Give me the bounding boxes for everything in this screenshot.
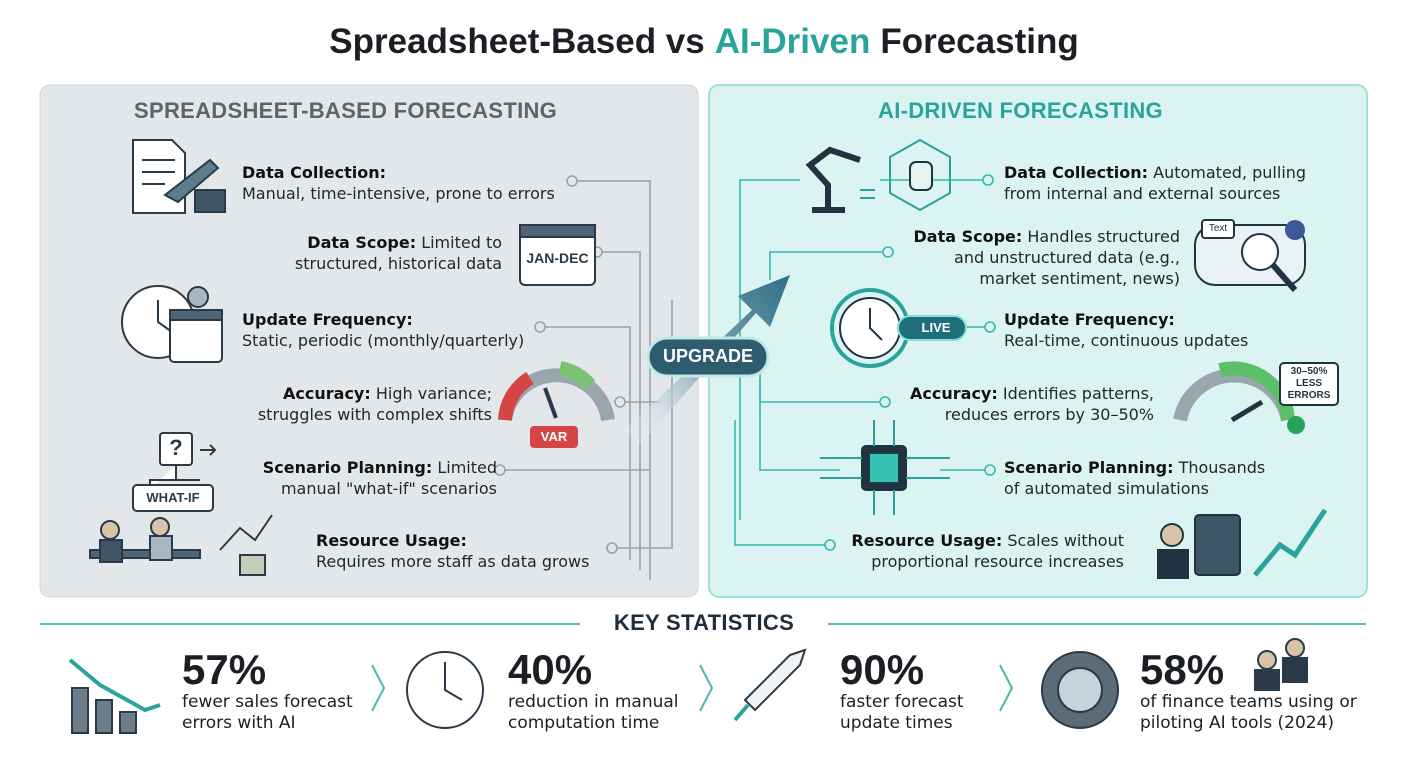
item-label: Update Frequency: <box>242 310 413 329</box>
stat-text: of finance teams using or piloting AI to… <box>1140 692 1357 733</box>
item-label: Data Scope: <box>307 233 417 252</box>
item-label: Data Scope: <box>913 227 1023 246</box>
stat-chevrons <box>371 664 1014 712</box>
stat: 40% reduction in manual computation time <box>508 648 688 734</box>
upgrade-label: UPGRADE <box>662 346 753 366</box>
whatif-label: WHAT-IF <box>146 490 200 505</box>
item-label: Resource Usage: <box>851 531 1003 550</box>
item-text: Real-time, continuous updates <box>1004 331 1249 350</box>
right-item: Resource Usage: Scales without proportio… <box>840 530 1124 572</box>
left-heading: SPREADSHEET-BASED FORECASTING <box>134 98 558 123</box>
left-item: Accuracy: High variance; struggles with … <box>240 383 492 425</box>
left-item: Data Scope: Limited to structured, histo… <box>280 232 502 274</box>
title-part: Spreadsheet-Based vs <box>329 22 705 61</box>
bubble-label: Text <box>1208 223 1228 234</box>
errors-badge: 30–50% LESS ERRORS <box>1287 366 1331 401</box>
item-label: Accuracy: <box>283 384 371 403</box>
right-heading: AI-DRIVEN FORECASTING <box>878 98 1163 123</box>
item-label: Scenario Planning: <box>1004 458 1174 477</box>
item-label: Accuracy: <box>910 384 998 403</box>
item-label: Scenario Planning: <box>262 458 433 477</box>
left-icons <box>89 139 615 576</box>
stat-value: 90% <box>840 646 925 693</box>
item-text: Limited manual "what-if" scenarios <box>280 458 497 498</box>
left-item: Resource Usage: Requires more staff as da… <box>316 530 616 572</box>
gauge-label: VAR <box>540 429 568 444</box>
stat-icons <box>68 638 1308 734</box>
live-label: LIVE <box>921 320 951 335</box>
stats-heading: KEY STATISTICS <box>613 610 795 635</box>
title-part: AI-Driven <box>714 22 871 61</box>
item-text: Identifies patterns, reduces errors by 3… <box>944 384 1154 424</box>
stat-text: fewer sales forecast errors with AI <box>182 692 353 733</box>
item-label: Resource Usage: <box>316 531 467 550</box>
right-item: Accuracy: Identifies patterns, reduces e… <box>900 383 1154 425</box>
stat-value: 40% <box>508 646 593 693</box>
title: Spreadsheet-Based vs AI-Driven Forecasting <box>0 22 1408 62</box>
calendar-label: JAN-DEC <box>526 250 589 266</box>
stat: 90% faster forecast update times <box>840 648 980 734</box>
right-item: Data Collection: Automated, pulling from… <box>1004 162 1324 204</box>
right-icons <box>805 138 1339 579</box>
stat-text: reduction in manual computation time <box>508 692 679 733</box>
stat: 57% fewer sales forecast errors with AI <box>182 648 362 734</box>
item-text: Limited to structured, historical data <box>294 233 502 273</box>
left-item: Scenario Planning: Limited manual "what-… <box>245 457 497 499</box>
item-text: Scales without proportional resource inc… <box>871 531 1124 571</box>
item-text: High variance; struggles with complex sh… <box>257 384 492 424</box>
item-text: Requires more staff as data grows <box>316 552 590 571</box>
right-item: Update Frequency: Real-time, continuous u… <box>1004 309 1264 351</box>
item-text: Handles structured and unstructured data… <box>954 227 1180 288</box>
item-text: Thousands of automated simulations <box>1004 458 1266 498</box>
question-mark: ? <box>169 435 183 460</box>
right-item: Scenario Planning: Thousands of automate… <box>1004 457 1279 499</box>
left-item: Update Frequency: Static, periodic (month… <box>242 309 542 351</box>
item-label: Update Frequency: <box>1004 310 1175 329</box>
upgrade-badge <box>646 336 770 378</box>
title-part: Forecasting <box>880 22 1079 61</box>
item-text: Automated, pulling from internal and ext… <box>1004 163 1307 203</box>
item-text: Manual, time-intensive, prone to errors <box>242 184 555 203</box>
left-connectors <box>494 175 673 580</box>
stat-text: faster forecast update times <box>840 692 964 733</box>
item-label: Data Collection: <box>242 163 387 182</box>
item-text: Static, periodic (monthly/quarterly) <box>242 331 525 350</box>
item-label: Data Collection: <box>1004 163 1149 182</box>
right-connectors <box>734 174 996 551</box>
stat: 58% of finance teams using or piloting AI… <box>1140 648 1380 734</box>
stat-value: 58% <box>1140 646 1225 693</box>
left-item: Data Collection: Manual, time-intensive, … <box>242 162 572 204</box>
right-item: Data Scope: Handles structured and unstr… <box>900 226 1181 289</box>
stat-value: 57% <box>182 646 267 693</box>
